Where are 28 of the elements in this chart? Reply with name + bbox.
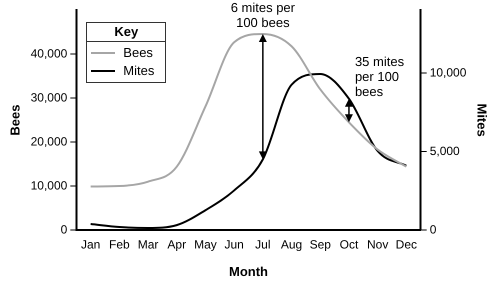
y2-tick-label: 5,000 [430,144,460,158]
x-tick-label: Feb [109,238,130,252]
x-tick-label: May [194,238,217,252]
annotation: 35 mites per 100 bees [354,54,406,99]
x-tick-label: Aug [280,238,302,252]
annotation: 6 mites per 100 bees [230,0,296,30]
legend-title: Key [87,23,166,42]
y-tick-label: 20,000 [30,134,68,148]
y2-axis-title: Mites [474,103,490,137]
x-tick-label: Oct [340,238,359,252]
y2-tick-label: 0 [430,222,437,236]
legend-label: Bees [123,44,153,62]
x-tick-label: Sep [310,238,332,252]
y-tick-label: 30,000 [30,90,68,104]
x-tick-label: Jan [80,238,100,252]
y-tick-label: 10,000 [30,178,68,192]
x-tick-label: Jul [255,238,271,252]
legend-label: Mites [123,62,154,80]
x-tick-label: Apr [167,238,186,252]
x-tick-label: Dec [396,238,418,252]
x-axis-title: Month [229,264,268,279]
y-tick-label: 0 [60,222,68,236]
x-tick-label: Jun [224,238,244,252]
y-axis-title: Bees [7,104,22,136]
x-tick-label: Mar [138,238,158,252]
y2-tick-label: 10,000 [430,65,467,80]
y-tick-label: 40,000 [30,46,68,60]
x-tick-label: Nov [366,238,388,252]
